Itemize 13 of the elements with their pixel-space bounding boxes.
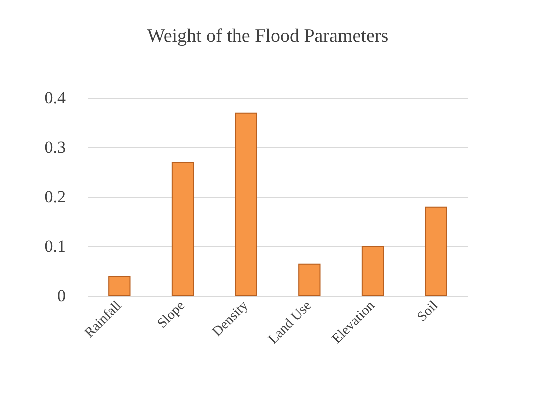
bar (172, 162, 194, 296)
bar (108, 276, 131, 296)
y-tick-label: 0.3 (44, 138, 66, 157)
y-tick-label: 0.2 (44, 188, 66, 206)
y-tick-label: 0.1 (44, 237, 66, 256)
bar (298, 264, 321, 296)
y-tick-label: 0.4 (44, 88, 66, 108)
bar (235, 112, 258, 296)
bar (425, 206, 448, 296)
y-tick-label: 0 (58, 286, 66, 306)
x-tick-label: Soil (415, 298, 442, 326)
chart-title: Weight of the Flood Parameters (147, 26, 389, 47)
bar (362, 246, 384, 296)
